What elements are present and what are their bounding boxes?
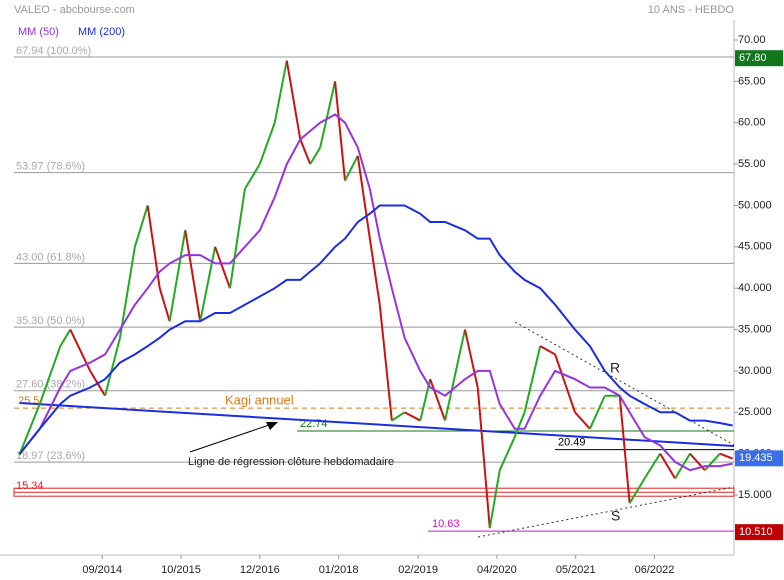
price-segment [299,138,312,165]
price-segment [643,453,662,480]
price-segment [229,188,246,289]
x-tick-label: 09/2014 [82,564,122,576]
price-tag [735,50,783,67]
price-segment [104,337,121,396]
y-tick-label: 45.000 [738,241,772,253]
level-label: 15.34 [16,480,44,492]
x-tick-label: 05/2021 [556,564,596,576]
y-tick-label: 60.00 [738,117,766,129]
price-tag-label: 19.435 [739,452,773,464]
price-segment [404,411,421,422]
price-segment [309,147,322,165]
price-segment [554,354,576,413]
price-segment [719,452,733,460]
regression-label: Ligne de régression clôture hebdomadaire [188,456,394,468]
chart-title: VALEO - abcbourse.com [14,4,135,16]
price-segment [574,411,591,430]
annotation-label: 25.5 [18,395,39,407]
trend-line [514,321,735,446]
price-segment [476,387,491,529]
x-tick-label: 04/2020 [477,564,517,576]
price-segment [628,477,646,504]
price-segment [704,452,721,471]
price-segment [158,287,171,322]
price-segment [168,230,187,322]
price-segment [199,246,217,322]
level-label: 27.60 (38.2%) [16,379,85,391]
annotation-label: 20.49 [558,437,586,449]
price-segment [244,163,261,190]
price-segment [368,238,381,305]
level-label: 67.94 (100.0%) [16,45,91,57]
price-segment [118,246,136,338]
y-tick-label: 30.000 [738,365,772,377]
level-label: 53.97 (78.6%) [16,161,85,173]
marker-label: R [610,360,620,376]
price-segment [133,205,149,248]
regression-line [19,402,735,447]
price-tag [735,450,783,467]
annotation-label: Kagi annuel [225,393,294,408]
price-segment [273,60,288,123]
price-segment [184,230,202,322]
price-tag-label: 67.80 [739,52,767,64]
price-segment [258,122,276,165]
y-tick-label: 70.00 [738,34,766,46]
y-tick-label: 55.00 [738,158,766,170]
price-segment [463,329,479,388]
price-segment [319,81,337,148]
level-band [13,487,735,497]
moving-average [19,113,733,472]
price-segment [59,329,72,347]
price-segment [344,155,359,182]
price-segment [391,411,406,422]
price-tag [735,524,783,541]
price-segment [659,453,676,479]
price-segment [498,436,516,471]
price-segment [285,60,302,140]
level-label: 43.00 (61.8%) [16,251,85,263]
x-tick-label: 01/2018 [319,564,359,576]
chart-subtitle: 10 ANS - HEBDO [648,4,735,16]
x-tick-label: 12/2016 [240,564,280,576]
y-tick-label: 25.000 [738,406,772,418]
y-tick-label: 65.00 [738,75,766,87]
price-segment [513,411,526,438]
arrow-line [189,423,273,453]
trend-line [477,486,735,538]
price-segment [334,81,346,181]
x-tick-label: 10/2015 [161,564,201,576]
arrow-head [266,422,278,430]
moving-average [19,204,733,455]
price-tag-label: 10.510 [739,526,773,538]
legend-label: MM (50) [18,26,59,38]
price-segment [214,246,231,289]
annotation-label: 10.63 [432,518,460,530]
level-label: 35.30 (50.0%) [16,315,85,327]
level-label: 18.97 (23.6%) [16,450,85,462]
y-tick-label: 15.000 [738,489,772,501]
y-tick-label: 40.000 [738,282,772,294]
price-segment [356,155,371,239]
y-tick-label: 35.000 [738,323,772,335]
x-tick-label: 02/2019 [398,564,438,576]
price-segment [378,304,393,421]
price-segment [38,345,62,405]
x-tick-label: 06/2022 [635,564,675,576]
marker-label: S [611,508,620,524]
price-segment [539,345,556,356]
legend-label: MM (200) [78,26,125,38]
price-segment [588,395,606,430]
price-segment [18,403,41,455]
price-segment [429,378,447,421]
price-segment [618,395,631,504]
y-tick-label: 50.000 [738,199,772,211]
price-segment [488,470,501,529]
price-segment [523,345,542,413]
price-segment [444,329,466,421]
